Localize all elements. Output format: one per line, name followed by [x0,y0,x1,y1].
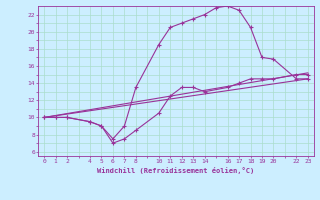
X-axis label: Windchill (Refroidissement éolien,°C): Windchill (Refroidissement éolien,°C) [97,167,255,174]
